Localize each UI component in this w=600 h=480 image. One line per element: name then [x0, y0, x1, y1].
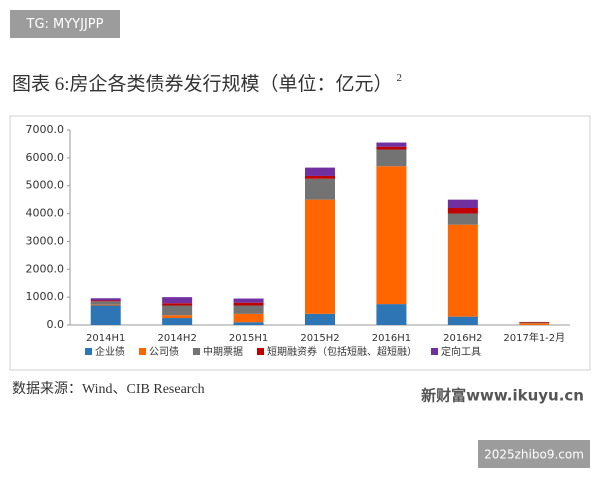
bar-segment: [162, 303, 193, 306]
legend-swatch: [431, 348, 438, 355]
x-tick-label: 2014H1: [86, 333, 125, 344]
x-tick-label: 2014H2: [157, 333, 196, 344]
y-tick-label: 0.0: [47, 318, 65, 331]
bar-segment: [233, 313, 264, 323]
bar-segment: [90, 300, 121, 302]
legend-label: 公司债: [149, 345, 179, 358]
legend-label: 定向工具: [441, 345, 481, 358]
chart-title: 图表 6:房企各类债券发行规模（单位：亿元） 2: [12, 72, 402, 96]
x-tick-label: 2016H1: [372, 333, 411, 344]
x-tick-label: 2017年1-2月: [503, 331, 565, 344]
watermark-box: [478, 440, 590, 468]
bar-segment: [90, 304, 121, 306]
bar-segment: [376, 166, 407, 305]
x-tick-label: 2015H1: [229, 333, 268, 344]
y-tick-label: 1000.0: [26, 290, 65, 303]
bar-segment: [162, 318, 193, 325]
bar-segment: [90, 301, 121, 305]
bar-segment: [376, 146, 407, 150]
bar-segment: [233, 322, 264, 325]
bar-segment: [233, 305, 264, 314]
legend-label: 短期融资券（包括短融、超短融）: [267, 345, 417, 358]
bar-segment: [519, 323, 550, 325]
bar-segment: [162, 315, 193, 319]
bar-segment: [376, 149, 407, 167]
title-footnote: 2: [397, 72, 403, 84]
bar-segment: [447, 199, 478, 208]
bar-segment: [90, 298, 121, 301]
chart-frame: [9, 115, 591, 371]
bar-segment: [305, 167, 335, 176]
bar-segment: [233, 298, 264, 303]
title-text: 图表 6:房企各类债券发行规模（单位：亿元）: [12, 73, 393, 95]
source-note: 数据来源：Wind、CIB Research: [12, 381, 205, 397]
bar-segment: [233, 302, 264, 306]
bar-segment: [305, 313, 335, 325]
watermark: 新财富www.ikuyu.cn: [421, 387, 584, 405]
watermark: 2025zhibo9.com: [484, 448, 584, 462]
bar-segment: [90, 305, 121, 325]
bar-segment: [305, 178, 335, 200]
y-tick-label: 6000.0: [26, 151, 65, 164]
bar-segment: [447, 208, 478, 214]
bar-segment: [305, 199, 335, 314]
x-tick-label: 2015H2: [300, 333, 339, 344]
x-tick-label: 2016H2: [443, 333, 482, 344]
bar-segment: [447, 316, 478, 325]
legend-swatch: [257, 348, 264, 355]
legend-swatch: [85, 348, 92, 355]
bar-segment: [519, 321, 550, 323]
bar-segment: [447, 224, 478, 317]
legend-swatch: [193, 348, 200, 355]
bar-segment: [519, 322, 550, 324]
bar-segment: [305, 175, 335, 179]
legend-label: 企业债: [95, 345, 125, 358]
legend-swatch: [139, 348, 146, 355]
y-tick-label: 3000.0: [26, 234, 65, 247]
bar-segment: [376, 142, 407, 147]
y-tick-label: 7000.0: [26, 123, 65, 136]
bar-segment: [447, 213, 478, 225]
bar-segment: [162, 305, 193, 316]
y-tick-label: 4000.0: [26, 207, 65, 220]
header-tag: TG: MYYJJPP: [10, 10, 120, 38]
legend-label: 中期票据: [203, 345, 243, 358]
bar-segment: [162, 297, 193, 304]
bar-segment: [376, 304, 407, 325]
y-tick-label: 2000.0: [26, 262, 65, 275]
y-tick-label: 5000.0: [26, 179, 65, 192]
